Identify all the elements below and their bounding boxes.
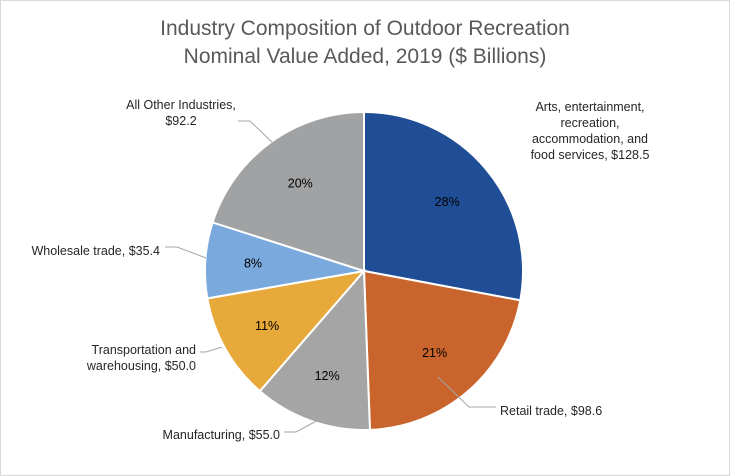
percent-labels: 28% 21% 12% 11% 8% 20%: [244, 177, 460, 383]
pie-slice-all-other-industries: [211, 110, 365, 273]
category-label-wholesale-trade: Wholesale trade, $35.4: [31, 244, 160, 258]
leader-line-manufacturing: [284, 416, 325, 433]
category-label-transportation-and-warehousing: Transportation and warehousing, $50.0: [86, 343, 196, 373]
percent-label-manufacturing: 12%: [315, 369, 340, 383]
chart-subtitle: Nominal Value Added, 2019 ($ Billions): [183, 45, 547, 68]
percent-label-transportation-and-warehousing: 11%: [255, 319, 279, 333]
percent-label-all-other-industries: 20%: [288, 177, 313, 191]
pie-slice-arts-entertainment-recreation-accommodation-and-food-services: [363, 110, 524, 302]
leader-line-wholesale-trade: [165, 246, 207, 259]
percent-label-arts-entertainment-recreation-accommodation-and-food-services: 28%: [435, 195, 460, 209]
leader-line-transportation-and-warehousing: [200, 346, 223, 353]
category-label-arts-entertainment-recreation-accommodation-and-food-services: Arts, entertainment, recreation, accommoda…: [531, 100, 650, 162]
category-label-all-other-industries: All Other Industries, $92.2: [126, 98, 236, 128]
category-label-retail-trade: Retail trade, $98.6: [500, 404, 602, 418]
pie-slice-manufacturing: [258, 268, 372, 431]
category-label-manufacturing: Manufacturing, $55.0: [163, 428, 280, 442]
percent-label-wholesale-trade: 8%: [244, 256, 262, 270]
pie-slice-retail-trade: [362, 269, 522, 431]
leader-lines: [165, 120, 496, 433]
leader-line-retail-trade: [437, 376, 496, 408]
percent-label-retail-trade: 21%: [422, 346, 447, 360]
category-labels: Arts, entertainment, recreation, accommoda…: [31, 98, 649, 442]
chart-title: Industry Composition of Outdoor Recreati…: [160, 17, 570, 40]
pie-slice-transportation-and-warehousing: [206, 269, 367, 393]
pie-slices: [204, 110, 524, 431]
chart-title-block: Industry Composition of Outdoor Recreati…: [1, 15, 729, 71]
leader-line-all-other-industries: [238, 120, 277, 147]
